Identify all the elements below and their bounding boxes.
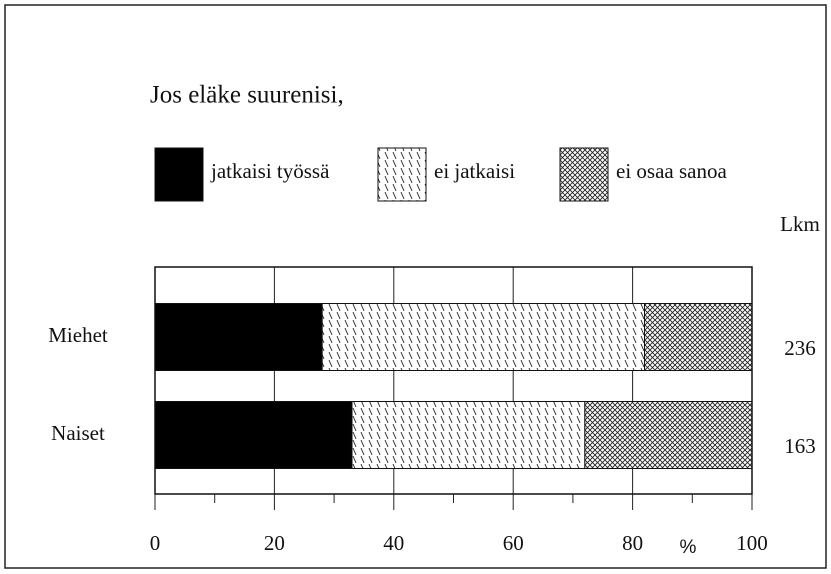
x-axis-label: % bbox=[680, 537, 697, 558]
count-label: 163 bbox=[784, 434, 816, 458]
legend-swatch bbox=[154, 147, 204, 202]
plot-frame bbox=[154, 266, 753, 495]
bar-segment bbox=[154, 303, 323, 371]
x-tick-label: 40 bbox=[383, 531, 404, 555]
x-tick-label: 20 bbox=[264, 531, 285, 555]
x-tick-label: 0 bbox=[150, 531, 161, 555]
legend-swatch bbox=[559, 147, 609, 202]
x-tick-label: 60 bbox=[503, 531, 524, 555]
chart-title: Jos eläke suurenisi, bbox=[150, 82, 344, 109]
legend-swatch bbox=[377, 147, 427, 202]
y-tick-label: Naiset bbox=[51, 421, 105, 445]
legend-label: ei jatkaisi bbox=[434, 159, 515, 183]
bar-segment bbox=[321, 303, 646, 371]
x-tick-label: 100 bbox=[736, 531, 768, 555]
x-tick-label: 80 bbox=[622, 531, 643, 555]
bar-segment bbox=[154, 401, 353, 469]
count-header: Lkm bbox=[780, 212, 820, 236]
count-label: 236 bbox=[784, 336, 816, 360]
frame bbox=[4, 4, 827, 569]
y-tick-label: Miehet bbox=[48, 323, 108, 347]
bar-segment bbox=[351, 401, 586, 469]
bar-segment bbox=[584, 401, 753, 469]
bar-segment bbox=[644, 303, 753, 371]
legend-label: ei osaa sanoa bbox=[616, 159, 727, 183]
legend-label: jatkaisi työssä bbox=[210, 159, 330, 183]
